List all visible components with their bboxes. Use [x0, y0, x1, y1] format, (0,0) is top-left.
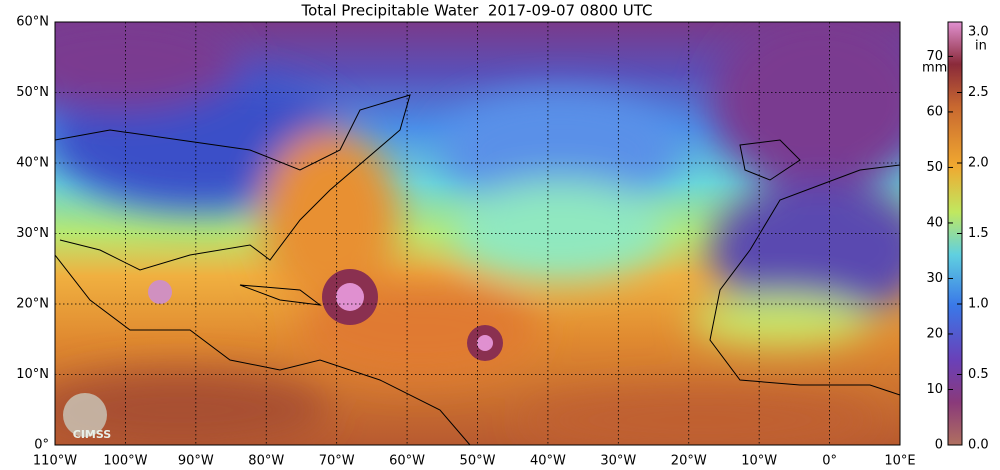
lon-label: 80°W	[248, 454, 284, 469]
graticule	[55, 22, 900, 445]
colorbar-in-label: 0.0	[968, 438, 989, 453]
colorbar-in-label: 2.0	[968, 156, 989, 171]
map-title: Total Precipitable Water 2017-09-07 0800…	[300, 2, 652, 20]
tpw-field	[55, 22, 900, 445]
lat-label: 10°N	[16, 367, 49, 382]
colorbar-unit: mm	[922, 61, 947, 76]
lon-label: 10°E	[884, 454, 915, 469]
logo-text: CIMSS	[73, 428, 112, 441]
lat-label: 30°N	[16, 226, 49, 241]
lon-label: 90°W	[178, 454, 214, 469]
colorbar-mm-label: 50	[926, 160, 943, 175]
colorbar-unit: in	[975, 39, 987, 54]
colorbar-in-label: 2.5	[968, 85, 989, 100]
lon-label: 40°W	[530, 454, 566, 469]
colorbar-in-label: 0.5	[968, 367, 989, 382]
colorbar-mm-label: 60	[926, 104, 943, 119]
map-frame	[54, 21, 901, 446]
lon-label: 30°W	[600, 454, 636, 469]
colorbar-mm-label: 40	[926, 215, 943, 230]
colorbar-mm-label: 20	[926, 326, 943, 341]
colorbar-mm-label: 30	[926, 271, 943, 286]
colorbar-mm-label: 70	[926, 49, 943, 64]
cimss-logo: CIMSS	[63, 393, 111, 441]
colorbar-in-label: 1.5	[968, 226, 989, 241]
colorbar-in-label: 1.0	[968, 297, 989, 312]
lat-label: 40°N	[16, 156, 49, 171]
lat-label: 0°	[34, 438, 49, 453]
colorbar-mm-label: 10	[926, 382, 943, 397]
lat-label: 20°N	[16, 297, 49, 312]
lon-label: 20°W	[671, 454, 707, 469]
colorbar-in-label: 3.0	[968, 25, 989, 40]
lon-label: 50°W	[460, 454, 496, 469]
lon-label: 10°W	[741, 454, 777, 469]
lon-label: 110°W	[33, 454, 77, 469]
lat-label: 60°N	[16, 15, 49, 30]
lon-label: 60°W	[389, 454, 425, 469]
lat-label: 50°N	[16, 85, 49, 100]
lon-label: 100°W	[103, 454, 147, 469]
lon-label: 70°W	[319, 454, 355, 469]
lon-label: 0°	[822, 454, 837, 469]
colorbar-mm-label: 0	[935, 438, 943, 453]
